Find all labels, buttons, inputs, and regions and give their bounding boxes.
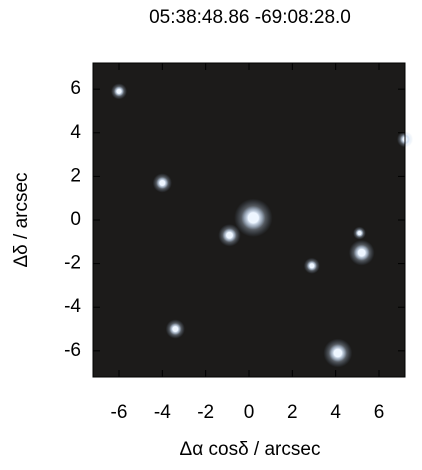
x-tick-label: -6 (111, 402, 128, 423)
x-tick-label: 6 (374, 402, 385, 423)
x-tick-label: -4 (154, 402, 171, 423)
y-tick-label: -6 (64, 340, 81, 361)
y-tick-label: 4 (70, 122, 81, 143)
y-tick-label: -4 (64, 296, 81, 317)
star-core (333, 348, 342, 358)
star-core (172, 326, 179, 332)
star-core (357, 231, 362, 235)
x-tick-label: 0 (244, 402, 255, 423)
x-tick-label: 2 (287, 402, 298, 423)
star-core (358, 249, 366, 257)
y-tick-label: 2 (70, 165, 81, 186)
chart-title: 05:38:48.86 -69:08:28.0 (149, 7, 351, 28)
star-core (247, 212, 259, 224)
star-core (159, 180, 166, 186)
star-core (226, 232, 233, 239)
y-tick-label: 6 (70, 78, 81, 99)
x-tick-label: 4 (330, 402, 341, 423)
star-core (116, 89, 122, 94)
y-tick-label: -2 (64, 253, 81, 274)
x-tick-label: -2 (197, 402, 214, 423)
star-core (309, 263, 315, 269)
x-axis-label: Δα cosδ / arcsec (180, 439, 321, 460)
y-axis-label: Δδ / arcsec (11, 172, 32, 267)
y-tick-label: 0 (70, 209, 81, 230)
